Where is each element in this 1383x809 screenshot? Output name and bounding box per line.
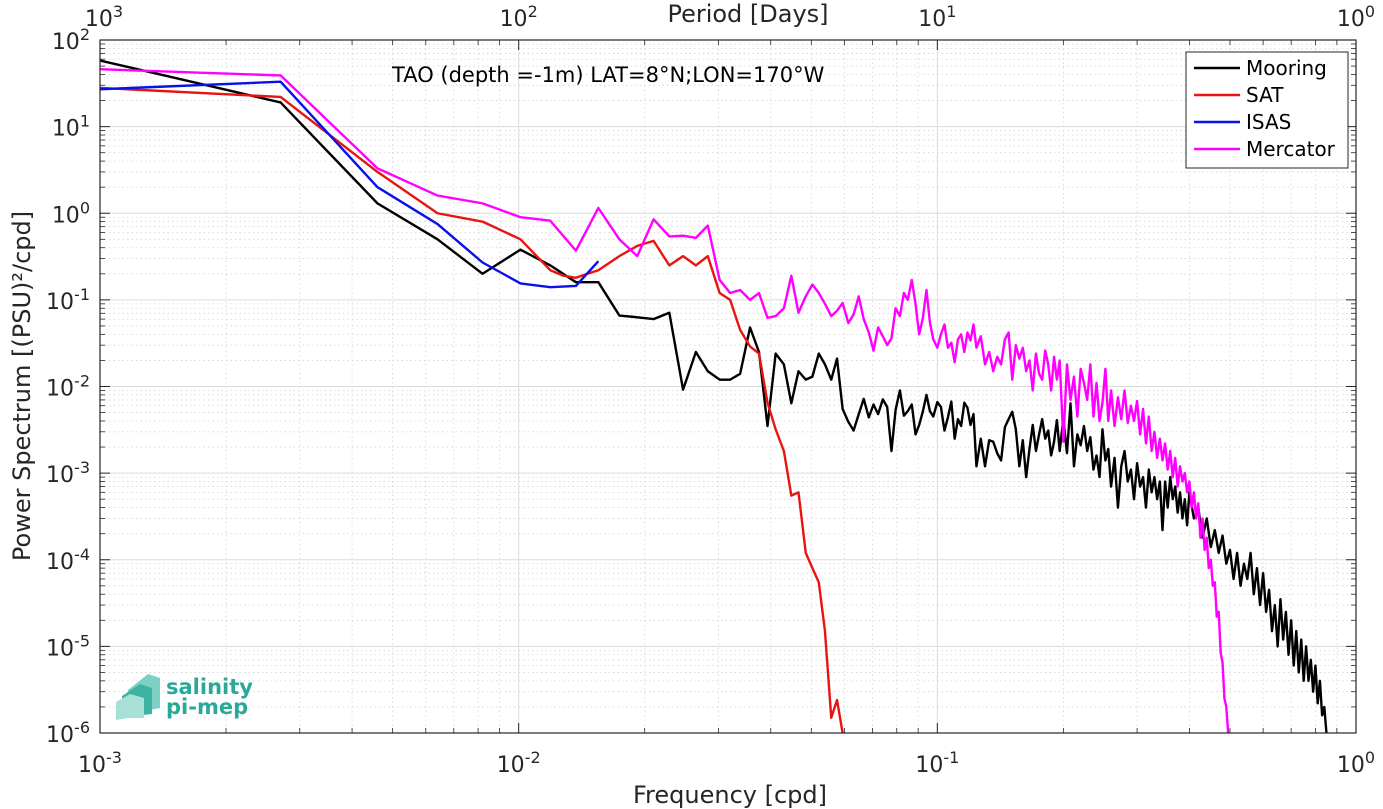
y-tick-label: 10-3: [46, 458, 90, 488]
top-tick-label: 103: [85, 2, 123, 32]
y-tick-label: 10-5: [46, 631, 90, 661]
top-tick-label: 100: [1337, 2, 1375, 32]
series-line-isas: [100, 80, 600, 289]
logo-wave-front: [116, 694, 144, 720]
salinity-pi-mep-logo: salinity pi-mep: [116, 674, 253, 720]
legend-label-mooring: Mooring: [1246, 56, 1327, 80]
x-tick-label: 100: [1337, 748, 1375, 778]
chart-title: TAO (depth =-1m) LAT=8°N;LON=170°W: [391, 63, 825, 87]
tick-marks: [99, 39, 1357, 734]
y-tick-label: 10-6: [46, 718, 90, 748]
legend-label-sat: SAT: [1246, 83, 1284, 107]
x-tick-label: 10-3: [78, 748, 122, 778]
series-line-mooring: [100, 59, 1328, 733]
y-tick-label: 102: [52, 25, 90, 55]
series-layer: [100, 59, 1328, 733]
y-tick-label: 101: [52, 112, 90, 142]
top-axis-label: Period [Days]: [667, 0, 828, 28]
legend-label-mercator: Mercator: [1246, 137, 1336, 161]
legend-label-isas: ISAS: [1246, 110, 1291, 134]
y-tick-label: 10-2: [46, 372, 90, 402]
x-tick-label: 10-2: [497, 748, 541, 778]
series-line-sat: [100, 86, 844, 733]
series-line-mercator: [100, 68, 1230, 733]
y-tick-label: 10-1: [46, 285, 90, 315]
y-tick-label: 10-4: [46, 545, 90, 575]
top-tick-label: 102: [500, 2, 538, 32]
logo-line1: salinity: [166, 675, 253, 699]
y-tick-label: 100: [52, 198, 90, 228]
x-axis-label: Frequency [cpd]: [633, 781, 827, 809]
top-tick-label: 101: [918, 2, 956, 32]
tick-labels: 10-3 10-2 10-1 100 10-6 10-5 10-4 10-3 10-2 10-1 1…: [46, 2, 1375, 778]
logo-line2: pi-mep: [166, 695, 248, 719]
legend: Mooring SAT ISAS Mercator: [1185, 51, 1349, 169]
x-tick-label: 10-1: [915, 748, 959, 778]
y-axis-label: Power Spectrum [(PSU)²/cpd]: [8, 211, 36, 561]
